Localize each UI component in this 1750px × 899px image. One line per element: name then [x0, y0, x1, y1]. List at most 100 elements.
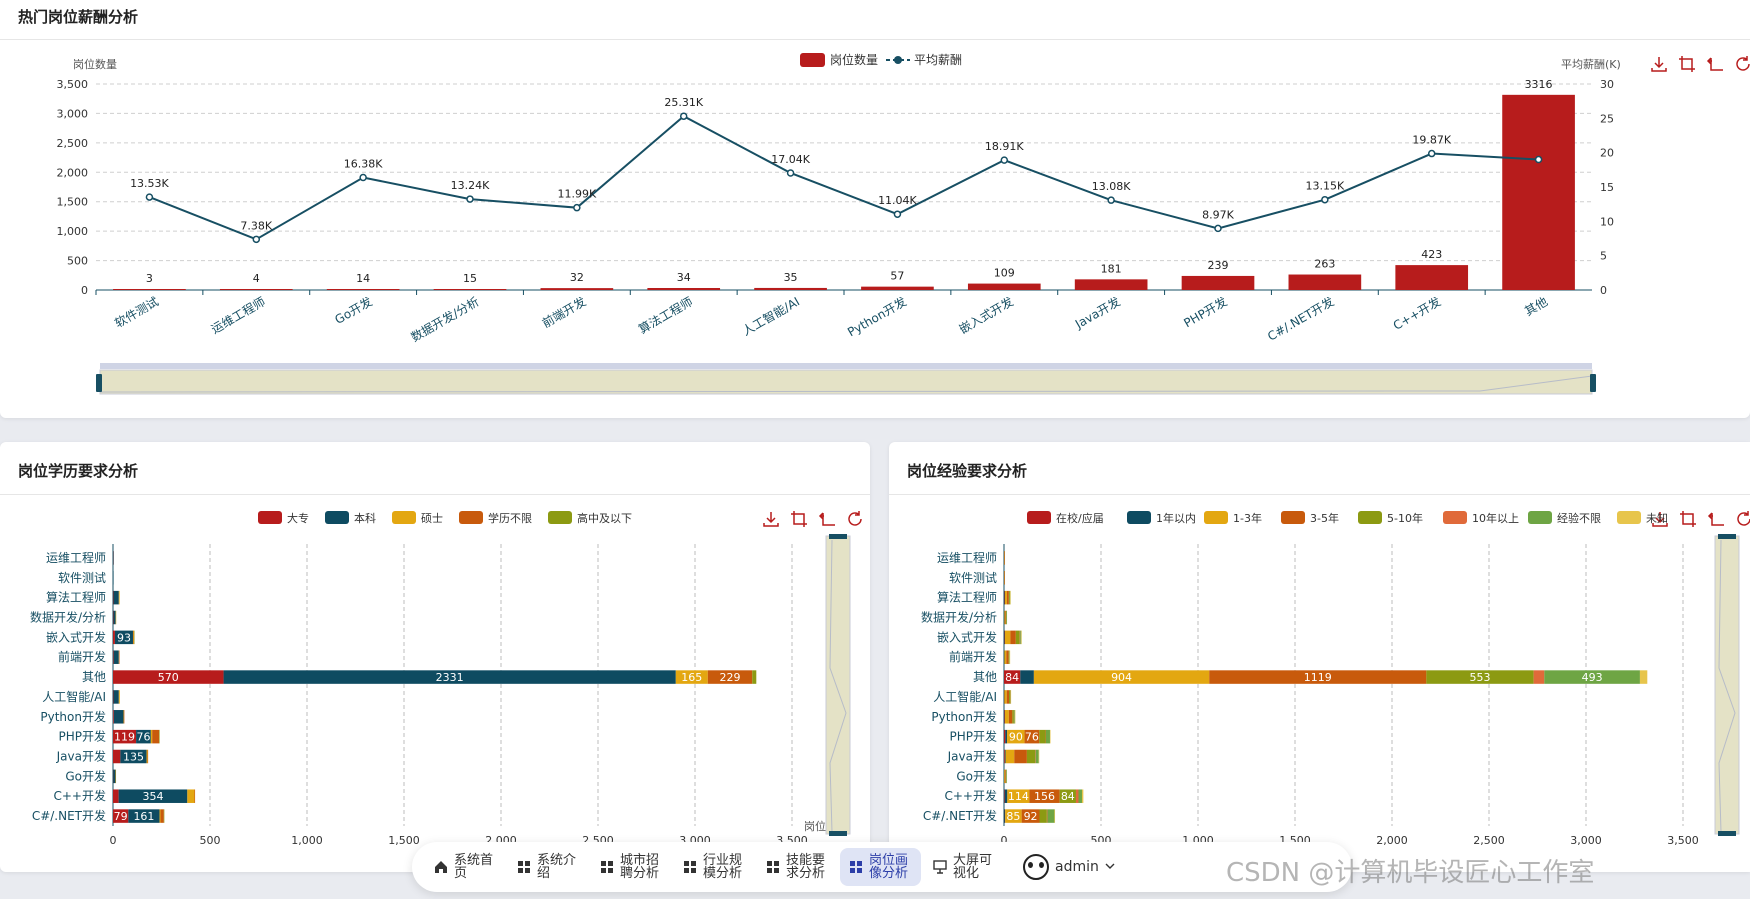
x-tick-label: 2,500 [1473, 834, 1505, 847]
crop-icon[interactable] [790, 510, 808, 528]
y-tick-label: Python开发 [40, 709, 106, 724]
nav-item-label: 技能要求分析 [786, 853, 826, 881]
stacked-bar-segment [1033, 670, 1210, 684]
user-menu[interactable]: admin [1013, 848, 1125, 886]
nav-item-4[interactable]: 技能要求分析 [757, 848, 838, 886]
stacked-bar-segment [113, 729, 137, 744]
x-tick-label: 3,000 [1570, 834, 1602, 847]
stacked-bar-segment [1004, 551, 1005, 565]
stacked-bar-segment [1004, 769, 1006, 784]
refresh-icon[interactable] [1734, 55, 1750, 73]
y-tick-label: 软件测试 [58, 570, 106, 585]
bar-value-label: 15 [463, 272, 477, 285]
legend-label: 高中及以下 [577, 511, 632, 525]
legend-swatch [1127, 511, 1151, 524]
stacked-bar-segment [113, 690, 119, 704]
legend-label: 未知 [1646, 511, 1668, 525]
legend-swatch [1617, 511, 1641, 524]
zoom-handle-bottom [1718, 831, 1736, 836]
y-tick-label: 人工智能/AI [933, 689, 997, 704]
bar-value-label: 181 [1101, 262, 1122, 275]
stacked-bar-segment [113, 690, 114, 704]
stacked-bar-segment [1009, 650, 1010, 664]
line-value-label: 13.15K [1305, 180, 1344, 193]
stacked-bar-segment [1007, 789, 1030, 803]
stacked-bar-segment [223, 670, 676, 684]
download-icon[interactable] [1650, 55, 1668, 73]
x-tick-label: 2,000 [1376, 834, 1408, 847]
y-tick-label: Go开发 [956, 768, 997, 783]
y-tick-label: C#/.NET开发 [32, 808, 106, 823]
x-tick-label: 0 [110, 834, 117, 847]
line-value-label: 11.04K [878, 194, 917, 207]
stacked-bar-segment [1005, 769, 1006, 784]
download-icon[interactable] [762, 510, 780, 528]
undo-icon[interactable] [1706, 55, 1724, 73]
bar-job-count [1181, 275, 1255, 290]
stacked-bar-segment [115, 610, 117, 625]
stacked-bar-segment [1059, 789, 1076, 803]
stacked-bar-segment [1026, 749, 1036, 764]
nav-item-2[interactable]: 城市招聘分析 [591, 848, 672, 886]
stacked-bar-segment [1008, 590, 1010, 605]
nav-item-0[interactable]: 系统首页 [424, 848, 506, 886]
y-tick-label: PHP开发 [59, 729, 107, 744]
stacked-bar-segment [1005, 809, 1022, 823]
legend-swatch [258, 511, 282, 524]
y-right-tick-label: 30 [1600, 78, 1614, 91]
stacked-bar-segment [132, 630, 134, 645]
stacked-bar-segment [1005, 749, 1015, 764]
divider [0, 494, 870, 495]
nav-item-3[interactable]: 行业规模分析 [674, 848, 755, 886]
stacked-bar-segment [1004, 610, 1005, 625]
crop-icon[interactable] [1679, 510, 1697, 528]
y-tick-label: 数据开发/分析 [30, 610, 106, 625]
stacked-bar-segment [1010, 690, 1012, 704]
y-tick-label: PHP开发 [950, 729, 998, 744]
stacked-bar-segment [1021, 809, 1040, 823]
segment-value-label: 493 [1582, 671, 1603, 684]
stacked-bar-segment [1075, 789, 1079, 803]
stacked-bar-segment [1004, 670, 1021, 684]
legend-label: 10年以上 [1472, 511, 1519, 525]
bar-value-label: 35 [784, 271, 798, 284]
crop-icon[interactable] [1678, 55, 1696, 73]
line-value-label: 11.99K [557, 188, 596, 201]
segment-value-label: 90 [1009, 731, 1023, 744]
legend-label: 1-3年 [1233, 511, 1262, 525]
nav-item-1[interactable]: 系统介绍 [508, 848, 589, 886]
undo-icon[interactable] [1707, 510, 1725, 528]
line-point [1000, 156, 1009, 164]
stacked-bar-segment [1047, 809, 1055, 823]
x-tick-label: 算法工程师 [636, 294, 695, 337]
stacked-bar-segment [152, 729, 160, 744]
download-icon[interactable] [1651, 510, 1669, 528]
segment-value-label: 76 [136, 731, 150, 744]
stacked-bar-segment [1009, 590, 1011, 605]
bar-value-label: 57 [890, 270, 904, 283]
segment-value-label: 93 [117, 631, 131, 644]
stacked-bar-segment [1004, 749, 1005, 764]
bar-value-label: 263 [1314, 258, 1335, 271]
stacked-bar-segment [1006, 650, 1009, 664]
stacked-bar-segment [113, 710, 124, 724]
refresh-icon[interactable] [846, 510, 864, 528]
stacked-bar-segment [1004, 590, 1005, 605]
stacked-bar-segment [1029, 789, 1060, 803]
nav-item-6[interactable]: 大屏可视化 [923, 848, 1005, 886]
legend-label: 3-5年 [1310, 511, 1339, 525]
bar-value-label: 4 [253, 272, 260, 285]
refresh-icon[interactable] [1735, 510, 1750, 528]
chart-toolbox [1651, 510, 1750, 528]
line-value-label: 13.24K [451, 179, 490, 192]
x-tick-label: 数据开发/分析 [408, 294, 481, 345]
y-tick-label: 运维工程师 [937, 550, 997, 565]
nav-item-5[interactable]: 岗位画像分析 [840, 848, 921, 886]
stacked-bar-segment [1004, 710, 1009, 724]
legend-swatch [459, 511, 483, 524]
line-point [359, 173, 367, 182]
undo-icon[interactable] [818, 510, 836, 528]
bar-job-count [326, 289, 400, 290]
zoom-slider-track [825, 535, 851, 835]
y-tick-label: C++开发 [945, 788, 998, 803]
